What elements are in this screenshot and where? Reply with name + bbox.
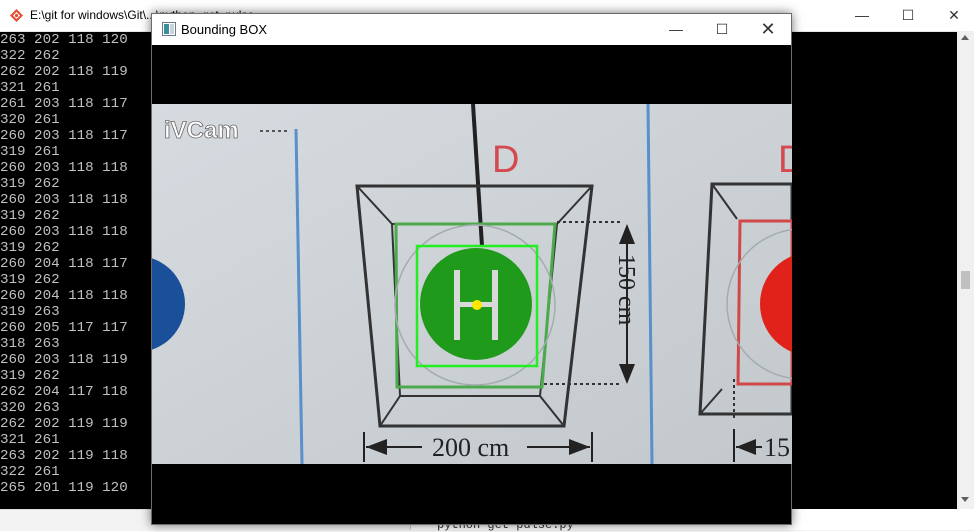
- pad-letter-d-right: D: [778, 139, 792, 181]
- scroll-up-arrow-icon[interactable]: [961, 35, 969, 40]
- right-box-edge-tl: [711, 183, 738, 220]
- detected-bounding-box: [415, 244, 539, 368]
- terminal-scrollbar[interactable]: [957, 31, 974, 509]
- box-edge-br: [539, 395, 565, 427]
- terminal-minimize-button[interactable]: —: [855, 7, 869, 23]
- terminal-output-line: 260 203 118 118: [0, 192, 128, 208]
- terminal-output-line: 262 204 117 118: [0, 384, 128, 400]
- right-dimension-label: 15: [764, 433, 790, 462]
- terminal-output: 263 202 118 120 322 262 262 202 118 119 321…: [0, 32, 150, 496]
- camera-feed: iVCam D D 150 cm: [152, 104, 792, 464]
- maximize-button[interactable]: ☐: [715, 21, 729, 37]
- terminal-output-line: 319 262: [0, 240, 60, 256]
- blue-line-left: [294, 128, 304, 464]
- terminal-output-line: 262 202 118 119: [0, 64, 128, 80]
- box-edge-tl: [356, 185, 393, 225]
- horizontal-arrow-right-icon: [569, 439, 590, 455]
- terminal-output-line: 260 204 118 118: [0, 288, 128, 304]
- scroll-down-arrow-icon[interactable]: [961, 497, 969, 502]
- right-arrow-left-icon: [736, 439, 756, 455]
- vertical-arrow-down-icon: [619, 364, 635, 384]
- scrollbar-thumb[interactable]: [961, 271, 970, 289]
- blue-pad: [152, 258, 185, 350]
- terminal-output-line: 262 202 119 119: [0, 416, 128, 432]
- vertical-arrow-up-icon: [619, 224, 635, 244]
- right-pad-red-frame: [736, 219, 792, 386]
- helipad-outer-circle: [394, 224, 556, 386]
- terminal-output-line: 260 203 118 117: [0, 128, 128, 144]
- blue-line-right: [646, 104, 654, 464]
- box-edge-tr: [556, 185, 593, 225]
- vertical-dimension-label: 150 cm: [613, 254, 639, 326]
- minimize-button[interactable]: —: [669, 21, 683, 37]
- right-pad-outer-circle: [726, 228, 792, 380]
- red-pad: [760, 256, 792, 352]
- terminal-output-line: 322 261: [0, 464, 60, 480]
- close-button[interactable]: ✕: [760, 19, 776, 39]
- printed-green-frame: [394, 222, 557, 389]
- detected-center-point: [472, 300, 482, 310]
- terminal-output-line: 319 261: [0, 144, 60, 160]
- git-bash-icon: [10, 9, 23, 22]
- terminal-maximize-button[interactable]: ☐: [901, 7, 915, 23]
- terminal-close-button[interactable]: ✕: [948, 7, 960, 23]
- window-title: Bounding BOX: [181, 22, 268, 37]
- terminal-output-line: 319 263: [0, 304, 60, 320]
- terminal-output-line: 260 203 118 118: [0, 160, 128, 176]
- terminal-output-line: 261 203 118 117: [0, 96, 128, 112]
- box-edge-bl: [379, 395, 401, 427]
- terminal-output-line: 263 202 119 118: [0, 448, 128, 464]
- terminal-output-line: 320 263: [0, 400, 60, 416]
- terminal-output-line: 322 262: [0, 48, 60, 64]
- terminal-output-line: 319 262: [0, 208, 60, 224]
- terminal-output-line: 263 202 118 120: [0, 32, 128, 48]
- terminal-output-line: 319 262: [0, 368, 60, 384]
- terminal-output-line: 260 203 118 119: [0, 352, 128, 368]
- terminal-output-line: 318 263: [0, 336, 60, 352]
- watermark-text: iVCam: [164, 117, 239, 144]
- right-box-edge-bl: [699, 388, 723, 415]
- horizontal-dimension-label: 200 cm: [432, 433, 509, 462]
- terminal-output-line: 319 262: [0, 176, 60, 192]
- terminal-output-line: 260 204 118 117: [0, 256, 128, 272]
- bounding-box-window[interactable]: Bounding BOX — ☐ ✕ iVCam D D: [151, 13, 792, 525]
- bounding-box-titlebar[interactable]: Bounding BOX — ☐ ✕: [152, 14, 791, 45]
- right-landing-box-outer: [698, 182, 792, 416]
- terminal-output-line: 265 201 119 120: [0, 480, 128, 496]
- terminal-output-line: 260 203 118 118: [0, 224, 128, 240]
- terminal-output-line: 321 261: [0, 80, 60, 96]
- horizontal-arrow-left-icon: [366, 439, 387, 455]
- terminal-output-line: 320 261: [0, 112, 60, 128]
- pad-letter-d: D: [492, 139, 519, 181]
- cable: [471, 104, 484, 247]
- terminal-output-line: 260 205 117 117: [0, 320, 128, 336]
- terminal-output-line: 321 261: [0, 432, 60, 448]
- app-window-icon: [162, 22, 176, 36]
- terminal-output-line: 319 262: [0, 272, 60, 288]
